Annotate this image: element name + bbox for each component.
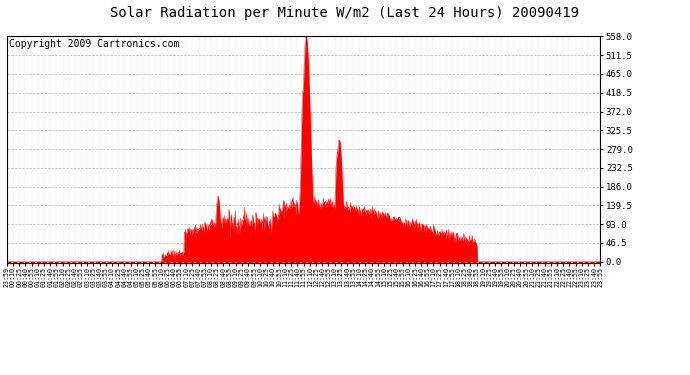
Text: Solar Radiation per Minute W/m2 (Last 24 Hours) 20090419: Solar Radiation per Minute W/m2 (Last 24… xyxy=(110,6,580,20)
Text: Copyright 2009 Cartronics.com: Copyright 2009 Cartronics.com xyxy=(9,39,179,49)
